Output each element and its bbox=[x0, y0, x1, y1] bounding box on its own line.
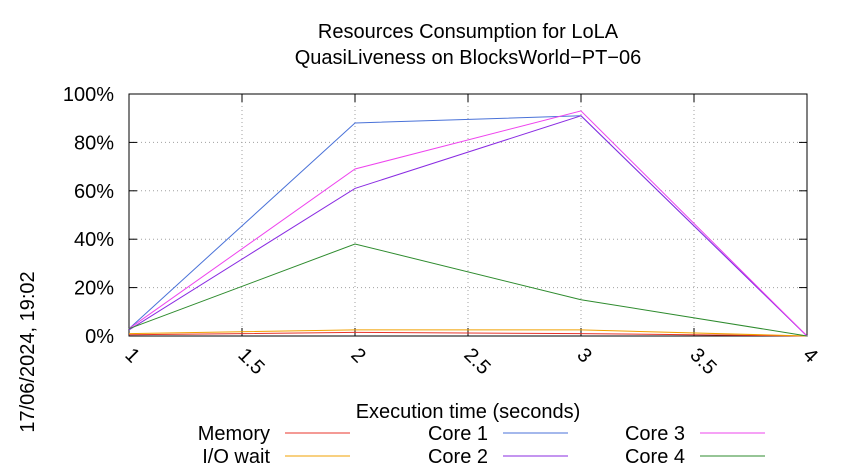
y-tick-label: 80% bbox=[74, 132, 114, 154]
series-line-core-2 bbox=[128, 115, 808, 337]
x-tick-label: 3 bbox=[572, 344, 595, 367]
y-tick-label: 40% bbox=[74, 229, 114, 251]
series-line-i-o-wait bbox=[128, 329, 808, 337]
chart-title: Resources Consumption for LoLA bbox=[318, 21, 619, 43]
legend-label-i-o-wait: I/O wait bbox=[202, 446, 270, 468]
legend-label-core-3: Core 3 bbox=[625, 423, 685, 445]
x-tick-label: 1 bbox=[120, 344, 143, 367]
legend-label-core-2: Core 2 bbox=[428, 446, 488, 468]
legend-label-memory: Memory bbox=[198, 423, 270, 445]
x-tick-label: 2.5 bbox=[459, 344, 494, 379]
series-line-memory bbox=[128, 331, 808, 337]
x-tick-label: 3.5 bbox=[685, 344, 720, 379]
grid-lines bbox=[129, 94, 807, 336]
series-line-core-4 bbox=[128, 243, 808, 337]
x-axis-label: Execution time (seconds) bbox=[356, 401, 581, 423]
x-tick-label: 2 bbox=[346, 344, 369, 367]
y-tick-label: 100% bbox=[63, 84, 114, 106]
series-lines bbox=[128, 110, 808, 337]
y-tick-label: 20% bbox=[74, 278, 114, 300]
series-line-core-3 bbox=[128, 110, 808, 337]
legend-label-core-4: Core 4 bbox=[625, 446, 685, 468]
timestamp-label: 17/06/2024, 19:02 bbox=[17, 271, 39, 432]
legend-label-core-1: Core 1 bbox=[428, 423, 488, 445]
x-tick-label: 4 bbox=[798, 344, 821, 367]
y-tick-label: 60% bbox=[74, 181, 114, 203]
chart-subtitle: QuasiLiveness on BlocksWorld−PT−06 bbox=[295, 47, 641, 69]
x-tick-label: 1.5 bbox=[233, 344, 268, 379]
y-tick-label: 0% bbox=[85, 326, 114, 348]
